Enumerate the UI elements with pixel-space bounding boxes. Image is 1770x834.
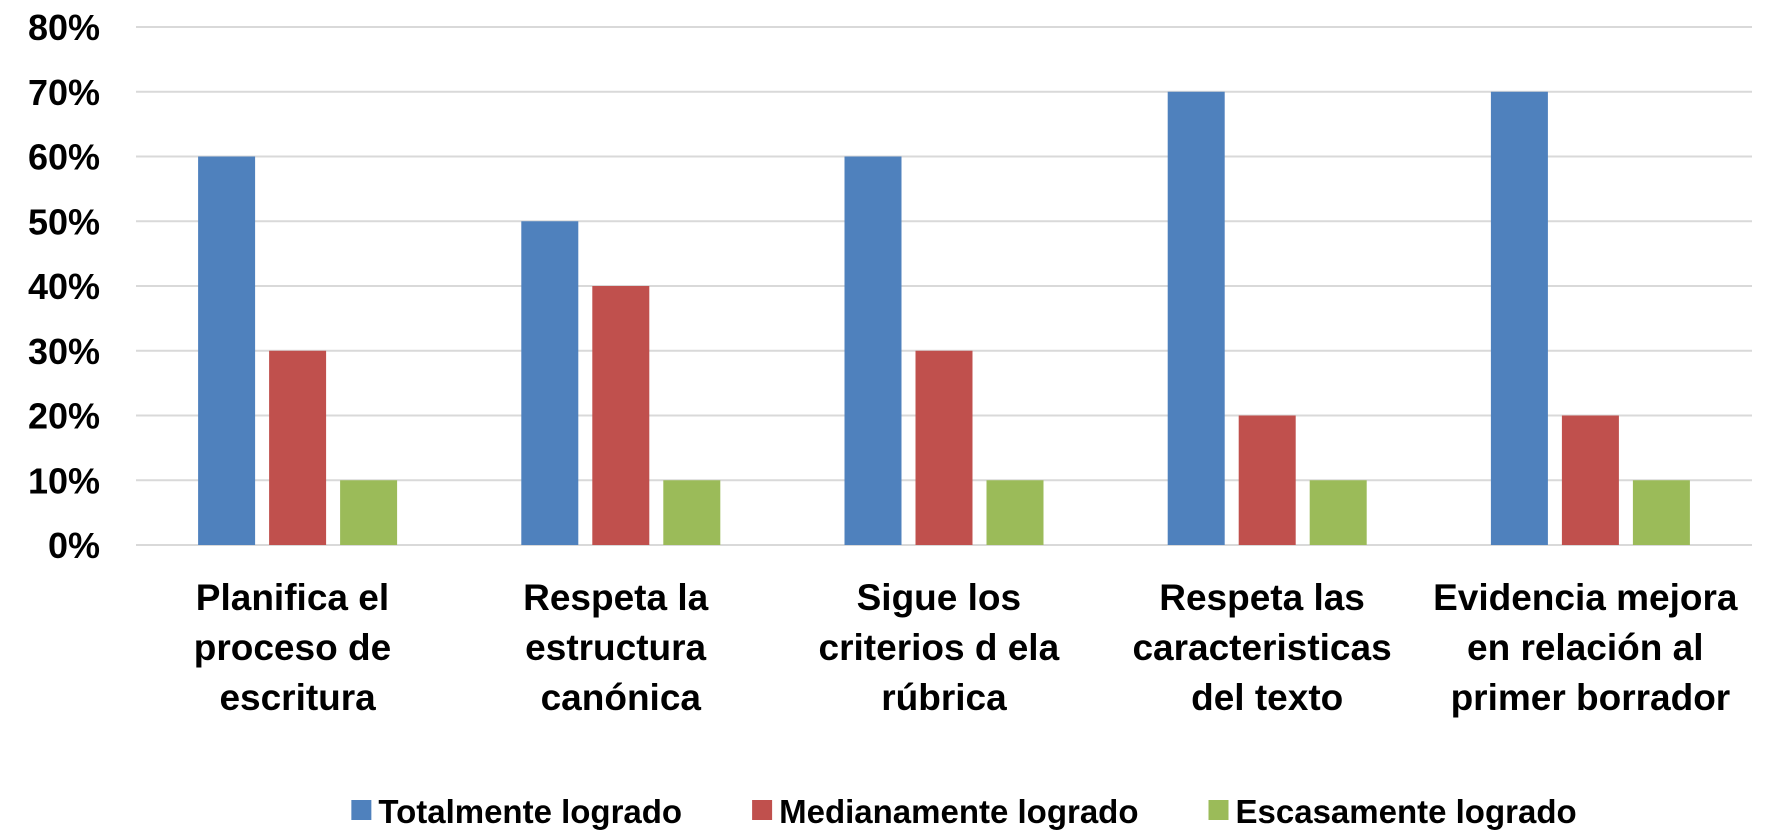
bar (1632, 480, 1690, 545)
x-tick-label: Respeta las caracteristicas del texto (1132, 577, 1401, 718)
x-tick-label-line: canónica (541, 677, 702, 718)
legend-label: Totalmente logrado (378, 793, 682, 830)
y-tick-label: 50% (28, 201, 100, 242)
x-tick-label-line: en relación al (1467, 627, 1714, 668)
bar (663, 480, 721, 545)
x-tick-label: Evidencia mejora en relación al primer b… (1433, 577, 1748, 718)
bar (1561, 415, 1619, 545)
y-tick-label: 70% (28, 72, 100, 113)
x-tick-label-line: proceso de (194, 627, 402, 668)
x-tick-label-line: del texto (1191, 677, 1343, 718)
x-tick-label-line: rúbrica (881, 677, 1007, 718)
x-tick-label-line: primer borrador (1451, 677, 1731, 718)
y-tick-label: 0% (48, 525, 100, 566)
bar (521, 221, 579, 545)
bar (1309, 480, 1367, 545)
bar (198, 156, 256, 545)
y-tick-label: 80% (28, 7, 100, 48)
legend-swatch (351, 800, 372, 820)
x-tick-label-line: caracteristicas (1132, 627, 1401, 668)
x-tick-label: Planifica el proceso de escritura (194, 577, 402, 718)
x-tick-label-line: Respeta la (523, 577, 718, 618)
bar (986, 480, 1044, 545)
y-tick-label: 30% (28, 331, 100, 372)
legend-label: Medianamente logrado (779, 793, 1138, 830)
y-tick-label: 60% (28, 137, 100, 178)
x-tick-label-line: escritura (219, 677, 376, 718)
bar (1238, 415, 1296, 545)
legend-item: Totalmente logrado (351, 793, 682, 830)
bar (844, 156, 902, 545)
bar (1167, 91, 1225, 545)
legend-swatch (752, 800, 773, 820)
y-tick-label: 40% (28, 266, 100, 307)
x-tick-label-line: criterios d ela (819, 627, 1070, 668)
bar (1490, 91, 1548, 545)
x-tick-label: Sigue los criterios d ela rúbrica (819, 577, 1070, 718)
x-tick-label-line: Evidencia mejora (1433, 577, 1748, 618)
legend-item: Escasamente logrado (1208, 793, 1577, 830)
bar (340, 480, 398, 545)
x-tick-label-line: Respeta las (1159, 577, 1375, 618)
legend-swatch (1208, 800, 1229, 820)
x-tick-label: Respeta la estructura canónica (523, 577, 718, 718)
legend-label: Escasamente logrado (1236, 793, 1577, 830)
x-tick-label-line: estructura (525, 627, 716, 668)
bar (269, 350, 327, 545)
bar (915, 350, 973, 545)
bar (592, 286, 650, 545)
x-tick-label-line: Planifica el (196, 577, 400, 618)
y-tick-label: 20% (28, 396, 100, 437)
x-tick-label-line: Sigue los (857, 577, 1032, 618)
y-tick-label: 10% (28, 460, 100, 501)
legend-item: Medianamente logrado (752, 793, 1139, 830)
